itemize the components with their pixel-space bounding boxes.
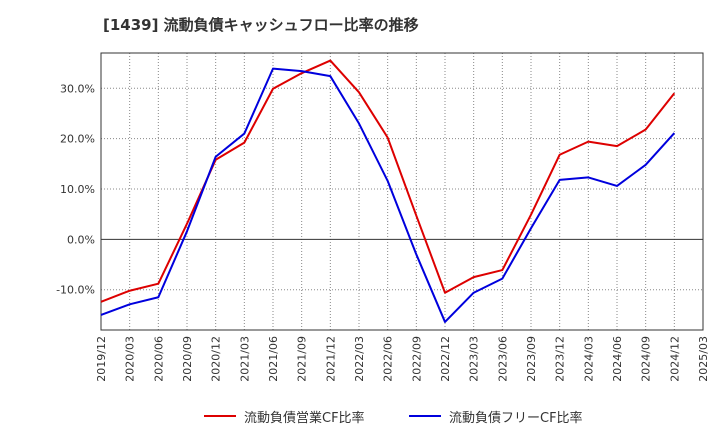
legend-item-free-cf: 流動負債フリーCF比率	[409, 404, 583, 428]
x-tick-label: 2022/06	[382, 336, 395, 382]
x-tick-label: 2023/12	[554, 336, 567, 382]
x-tick-label: 2023/03	[468, 336, 481, 382]
x-tick-label: 2020/03	[124, 336, 137, 382]
x-tick-label: 2022/03	[353, 336, 366, 382]
x-tick-label: 2024/03	[582, 336, 595, 382]
x-tick-label: 2021/03	[238, 336, 251, 382]
legend-item-operating-cf: 流動負債営業CF比率	[204, 404, 365, 428]
plot-background	[101, 53, 703, 330]
y-tick-label: 20.0%	[60, 133, 95, 146]
x-tick-label: 2024/06	[611, 336, 624, 382]
x-tick-label: 2022/12	[439, 336, 452, 382]
y-tick-label: 10.0%	[60, 183, 95, 196]
x-tick-label: 2020/09	[181, 336, 194, 382]
y-tick-label: -10.0%	[56, 284, 95, 297]
legend: 流動負債営業CF比率 流動負債フリーCF比率	[0, 404, 720, 428]
y-tick-label: 30.0%	[60, 82, 95, 95]
x-tick-label: 2020/12	[210, 336, 223, 382]
y-tick-label: 0.0%	[67, 233, 95, 246]
x-tick-label: 2025/03	[697, 336, 710, 382]
x-tick-label: 2021/06	[267, 336, 280, 382]
legend-label-free-cf: 流動負債フリーCF比率	[449, 410, 583, 426]
x-tick-label: 2024/12	[668, 336, 681, 382]
series-line-1	[100, 67, 676, 323]
chart-title: [1439] 流動負債キャッシュフロー比率の推移	[103, 16, 419, 34]
series-line-0	[100, 59, 676, 303]
x-tick-label: 2020/06	[152, 336, 165, 382]
legend-label-operating-cf: 流動負債営業CF比率	[244, 410, 365, 426]
x-tick-label: 2023/09	[525, 336, 538, 382]
x-tick-label: 2022/09	[410, 336, 423, 382]
x-tick-label: 2023/06	[496, 336, 509, 382]
x-tick-label: 2021/09	[296, 336, 309, 382]
legend-swatch-operating-cf	[204, 415, 236, 417]
x-tick-label: 2021/12	[324, 336, 337, 382]
x-tick-label: 2019/12	[95, 336, 108, 382]
x-tick-label: 2024/09	[640, 336, 653, 382]
legend-swatch-free-cf	[409, 415, 441, 417]
plot-frame	[100, 52, 704, 331]
